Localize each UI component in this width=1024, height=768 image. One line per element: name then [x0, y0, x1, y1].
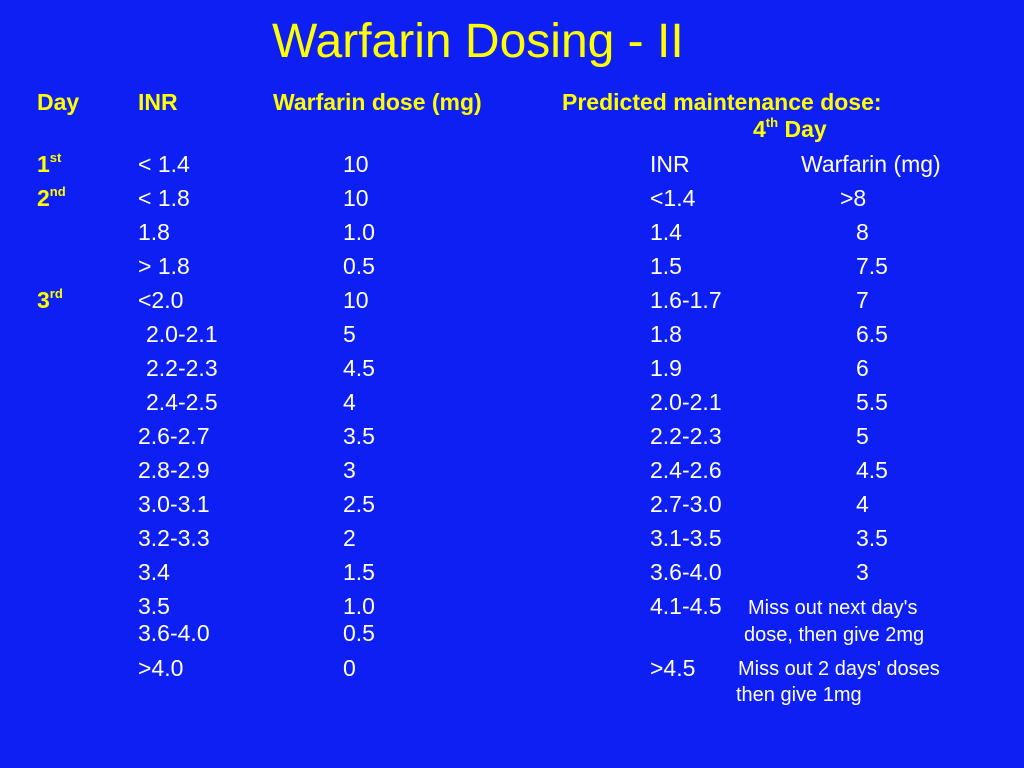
- maintenance-inr-header: INR: [650, 151, 690, 177]
- maintenance-inr: 2.2-2.3: [650, 423, 722, 449]
- maintenance-inr: >4.5: [650, 655, 696, 681]
- maintenance-dose: 5: [856, 423, 869, 449]
- maintenance-inr: 1.5: [650, 253, 682, 279]
- maintenance-inr: 2.0-2.1: [650, 389, 722, 415]
- day-suffix: nd: [49, 184, 66, 199]
- dose-inr: 1.8: [138, 219, 170, 245]
- dose-value: 0.5: [343, 253, 375, 279]
- maintenance-inr: 1.9: [650, 355, 682, 381]
- header-inr: INR: [138, 89, 178, 115]
- dose-inr: 2.2-2.3: [146, 355, 218, 381]
- dose-value: 4.5: [343, 355, 375, 381]
- day-label-1: 1st: [37, 150, 62, 177]
- dose-inr: 3.6-4.0: [138, 620, 210, 646]
- dose-value: 4: [343, 389, 356, 415]
- maintenance-inr: 4.1-4.5: [650, 593, 722, 619]
- maintenance-inr: 2.7-3.0: [650, 491, 722, 517]
- dose-value: 10: [343, 287, 369, 313]
- day-label-2: 2nd: [37, 184, 66, 211]
- header-warfarin-dose: Warfarin dose (mg): [273, 89, 482, 115]
- dose-value: 0.5: [343, 620, 375, 646]
- day-suffix: rd: [49, 286, 63, 301]
- maintenance-inr: 1.6-1.7: [650, 287, 722, 313]
- dose-value: 3.5: [343, 423, 375, 449]
- header-predicted-day-text: Day: [778, 116, 827, 142]
- dose-value: 1.5: [343, 559, 375, 585]
- dose-inr: 2.6-2.7: [138, 423, 210, 449]
- day-number: 3: [37, 287, 50, 313]
- maintenance-note: dose, then give 2mg: [744, 624, 925, 646]
- dose-value: 1.0: [343, 593, 375, 619]
- maintenance-inr: <1.4: [650, 185, 696, 211]
- dose-value: 5: [343, 321, 356, 347]
- maintenance-note: then give 1mg: [736, 684, 862, 706]
- slide-title: Warfarin Dosing - II: [272, 15, 684, 68]
- dose-inr: < 1.4: [138, 151, 190, 177]
- day-number: 1: [37, 151, 50, 177]
- header-predicted-maintenance: Predicted maintenance dose:: [562, 89, 882, 115]
- day-label-3: 3rd: [37, 286, 63, 313]
- maintenance-dose: 4: [856, 491, 869, 517]
- maintenance-inr: 1.4: [650, 219, 682, 245]
- dose-inr: 2.0-2.1: [146, 321, 218, 347]
- header-day: Day: [37, 89, 80, 115]
- maintenance-dose: 6.5: [856, 321, 888, 347]
- day-suffix: st: [49, 150, 62, 165]
- dose-value: 1.0: [343, 219, 375, 245]
- maintenance-inr: 2.4-2.6: [650, 457, 722, 483]
- maintenance-dose: 3.5: [856, 525, 888, 551]
- maintenance-note: Miss out next day's: [748, 597, 918, 619]
- dose-inr: 3.0-3.1: [138, 491, 210, 517]
- maintenance-inr: 3.6-4.0: [650, 559, 722, 585]
- dose-inr: > 1.8: [138, 253, 190, 279]
- header-predicted-day-suffix: th: [765, 115, 779, 130]
- dose-inr: 3.4: [138, 559, 170, 585]
- maintenance-dose: 7: [856, 287, 869, 313]
- header-predicted-day: 4th Day: [753, 115, 827, 142]
- dose-value: 3: [343, 457, 356, 483]
- dose-value: 10: [343, 185, 369, 211]
- header-predicted-day-number: 4: [753, 116, 766, 142]
- maintenance-dose: 4.5: [856, 457, 888, 483]
- maintenance-note: Miss out 2 days' doses: [738, 658, 940, 680]
- dose-inr: 3.2-3.3: [138, 525, 210, 551]
- dose-value: 2: [343, 525, 356, 551]
- maintenance-inr: 3.1-3.5: [650, 525, 722, 551]
- maintenance-dose: 7.5: [856, 253, 888, 279]
- maintenance-dose: 8: [856, 219, 869, 245]
- maintenance-dose: 5.5: [856, 389, 888, 415]
- maintenance-dose: 3: [856, 559, 869, 585]
- maintenance-dose: >8: [840, 185, 867, 211]
- maintenance-inr: 1.8: [650, 321, 682, 347]
- maintenance-dose: 6: [856, 355, 869, 381]
- dose-inr: 2.8-2.9: [138, 457, 210, 483]
- dose-value: 0: [343, 655, 356, 681]
- maintenance-dose-header: Warfarin (mg): [801, 151, 941, 177]
- dose-inr: 3.5: [138, 593, 170, 619]
- day-number: 2: [37, 185, 50, 211]
- dose-value: 10: [343, 151, 369, 177]
- dose-inr: >4.0: [138, 655, 184, 681]
- dose-inr: 2.4-2.5: [146, 389, 218, 415]
- dose-value: 2.5: [343, 491, 375, 517]
- dose-inr: < 1.8: [138, 185, 190, 211]
- dose-inr: <2.0: [138, 287, 184, 313]
